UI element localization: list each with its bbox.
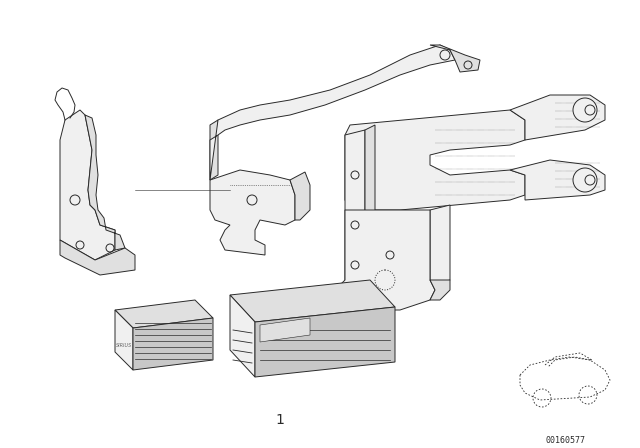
Polygon shape <box>210 120 218 180</box>
Polygon shape <box>365 125 375 275</box>
Polygon shape <box>210 170 295 255</box>
Polygon shape <box>430 280 450 300</box>
Polygon shape <box>60 110 115 260</box>
Text: SIRIUS: SIRIUS <box>116 343 132 348</box>
Polygon shape <box>345 110 525 210</box>
Polygon shape <box>210 45 455 180</box>
Polygon shape <box>115 310 133 370</box>
Text: 1: 1 <box>276 413 284 427</box>
Circle shape <box>573 168 597 192</box>
Circle shape <box>573 98 597 122</box>
Polygon shape <box>133 318 213 370</box>
Polygon shape <box>510 95 605 140</box>
Polygon shape <box>85 115 125 250</box>
Polygon shape <box>290 172 310 220</box>
Polygon shape <box>255 307 395 377</box>
Polygon shape <box>345 130 365 280</box>
Polygon shape <box>430 205 450 285</box>
Polygon shape <box>115 300 213 328</box>
Polygon shape <box>260 318 310 342</box>
Polygon shape <box>510 160 605 200</box>
Polygon shape <box>230 280 395 322</box>
Polygon shape <box>60 240 135 275</box>
Polygon shape <box>430 45 480 72</box>
Polygon shape <box>230 295 255 377</box>
Text: 00160577: 00160577 <box>545 435 585 444</box>
Polygon shape <box>340 210 435 310</box>
